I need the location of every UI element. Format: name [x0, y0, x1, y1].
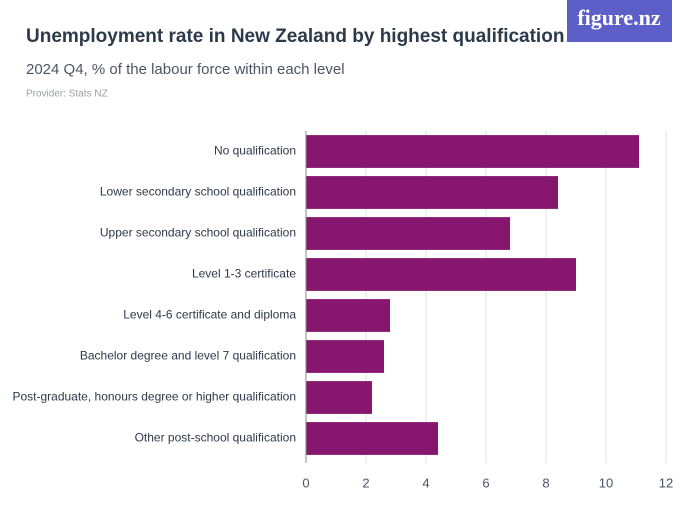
chart-subtitle: 2024 Q4, % of the labour force within ea… [26, 61, 345, 78]
x-tick-label: 10 [599, 475, 613, 490]
y-tick-label: Level 1-3 certificate [192, 267, 296, 281]
logo[interactable]: figure.nz [577, 5, 661, 30]
x-tick-label: 8 [542, 475, 549, 490]
y-tick-label: Bachelor degree and level 7 qualificatio… [80, 349, 296, 363]
bar [306, 340, 384, 373]
bar [306, 422, 438, 455]
y-tick-label: No qualification [214, 144, 296, 158]
y-tick-label: Post-graduate, honours degree or higher … [12, 390, 296, 404]
x-tick-label: 12 [659, 475, 673, 490]
provider: Provider: Stats NZ [26, 89, 108, 100]
bar [306, 217, 510, 250]
x-tick-label: 6 [482, 475, 489, 490]
x-tick-label: 4 [422, 475, 429, 490]
chart-title: Unemployment rate in New Zealand by high… [26, 26, 564, 47]
bar [306, 258, 576, 291]
x-tick-label: 0 [302, 475, 309, 490]
bar [306, 381, 372, 414]
bar [306, 135, 639, 168]
x-tick-label: 2 [362, 475, 369, 490]
bar [306, 299, 390, 332]
logo-box[interactable] [567, 0, 672, 42]
y-tick-label: Upper secondary school qualification [100, 226, 296, 240]
bar [306, 176, 558, 209]
y-tick-label: Level 4-6 certificate and diploma [123, 308, 296, 322]
y-tick-label: Lower secondary school qualification [100, 185, 296, 199]
y-tick-label: Other post-school qualification [135, 431, 296, 445]
